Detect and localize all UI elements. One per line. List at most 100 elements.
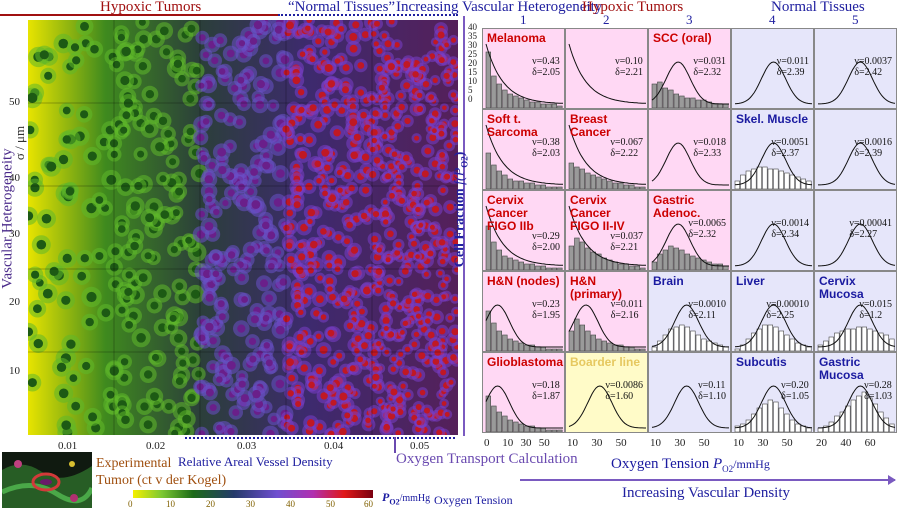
histogram-bar — [607, 180, 613, 189]
histogram-plot — [734, 385, 813, 432]
histogram-bar — [695, 334, 701, 351]
histogram-cell: Cervix Cancer FIGO II-IV ν=0.037 δ=2.21 — [565, 190, 648, 271]
nu-value: ν=0.00010 — [766, 299, 809, 310]
nu-value: ν=0.28 — [864, 380, 892, 391]
histogram-plot — [817, 385, 896, 432]
histogram-bar — [491, 75, 497, 108]
model-curve — [818, 61, 896, 105]
tissue-name: Cervix Cancer FIGO IIb — [487, 193, 534, 233]
fit-parameters: ν=0.067 δ=2.22 — [610, 137, 643, 159]
y-tick: 30 — [468, 40, 477, 50]
nu-value: ν=0.11 — [698, 380, 726, 391]
histogram-bar — [684, 253, 690, 270]
histogram-cell: H&N (nodes) ν=0.23 δ=1.95 — [482, 271, 565, 352]
histogram-bar — [662, 334, 668, 351]
histogram-bar — [789, 419, 795, 432]
normal-tissues-header: “Normal Tissues” — [288, 0, 396, 15]
histogram-plot — [485, 304, 563, 351]
histogram-bar — [657, 340, 663, 351]
histogram-bar — [557, 186, 563, 189]
hypoxic-tumors-right-header: Hypoxic Tumors — [582, 0, 684, 15]
histogram-bar — [834, 415, 840, 432]
nu-value: ν=0.0051 — [771, 137, 809, 148]
histogram-bar — [651, 261, 657, 270]
histogram-bar — [839, 411, 845, 432]
transport-bracket — [185, 437, 455, 439]
x-tick: 0.04 — [324, 440, 344, 452]
nu-value: ν=0.10 — [615, 56, 643, 67]
fit-parameters: ν=0.0010 δ=2.11 — [688, 299, 726, 321]
delta-value: δ=1.95 — [532, 310, 560, 321]
histogram-bar — [845, 328, 851, 351]
histogram-bar — [618, 182, 624, 189]
heterogeneity-header: Increasing Vascular Heterogeneity — [396, 0, 603, 15]
nu-value: ν=0.0014 — [771, 218, 809, 229]
histogram-bar — [756, 407, 762, 432]
histogram-cell: Cervix Cancer FIGO IIb ν=0.29 δ=2.00 — [482, 190, 565, 271]
histogram-bar — [601, 178, 607, 189]
x-tick: 50 — [615, 437, 627, 449]
histogram-bar — [485, 395, 491, 432]
histogram-cell: ν=0.11 δ=1.10 — [648, 352, 731, 433]
histogram-bar — [491, 322, 497, 351]
normal-bracket — [278, 14, 458, 16]
histogram-bar — [529, 344, 535, 351]
histogram-bar — [856, 326, 862, 351]
histogram-bar — [712, 263, 718, 270]
histogram-bar — [762, 166, 768, 189]
vascular-density-arrow — [520, 479, 895, 481]
histogram-bar — [585, 172, 591, 189]
histogram-bar — [518, 97, 524, 108]
y-tick: 15 — [468, 67, 477, 77]
histogram-bar — [651, 346, 657, 351]
histogram-plot — [485, 43, 563, 108]
histogram-bar — [889, 423, 895, 432]
fit-parameters: ν=0.0014 δ=2.34 — [771, 218, 809, 240]
tissue-name: Liver — [736, 274, 765, 288]
histogram-bar — [629, 265, 635, 270]
nu-value: ν=0.0037 — [854, 56, 892, 67]
delta-value: δ=1.10 — [698, 391, 726, 402]
delta-value: δ=2.11 — [688, 310, 716, 321]
fit-parameters: ν=0.011 δ=2.39 — [777, 56, 809, 78]
oxygen-tension-map — [28, 20, 458, 435]
histogram-cell: Cervix Mucosa ν=0.015 δ=1.2 — [814, 271, 897, 352]
histogram-bar — [618, 344, 624, 351]
histogram-bar — [535, 101, 541, 108]
delta-value: δ=2.34 — [771, 229, 800, 240]
histogram-bar — [557, 267, 563, 270]
x-tick: 30 — [757, 437, 769, 449]
x-tick: 0.03 — [237, 440, 257, 452]
delta-value: δ=1.05 — [781, 391, 809, 402]
nu-value: ν=0.031 — [693, 56, 726, 67]
histogram-bar — [529, 425, 535, 432]
tissue-name: Breast Cancer — [570, 112, 611, 139]
histogram-bar — [673, 326, 679, 351]
delta-value: δ=2.32 — [693, 67, 722, 78]
x-tick: 10 — [567, 437, 578, 449]
histogram-bar — [546, 186, 552, 189]
histogram-bar — [679, 324, 685, 351]
histogram-plot — [651, 223, 729, 270]
fit-parameters: ν=0.031 δ=2.32 — [693, 56, 726, 78]
tissue-name: Glioblastoma — [487, 355, 564, 369]
y-tick: 25 — [468, 49, 477, 59]
histogram-cell: SCC (oral) ν=0.031 δ=2.32 — [648, 28, 731, 109]
x-tick: 60 — [864, 437, 876, 449]
fit-parameters: ν=0.0065 δ=2.32 — [688, 218, 726, 240]
histogram-bar — [778, 170, 784, 189]
histogram-cell: Breast Cancer ν=0.067 δ=2.22 — [565, 109, 648, 190]
histogram-bar — [601, 257, 607, 270]
histogram-bar — [551, 186, 557, 189]
histogram-bar — [657, 81, 663, 108]
increasing-vascular-density-label: Increasing Vascular Density — [622, 485, 791, 501]
column-number: 1 — [520, 12, 527, 27]
fit-parameters: ν=0.0051 δ=2.37 — [771, 137, 809, 159]
histogram-plot — [568, 124, 646, 189]
fit-parameters: ν=0.23 δ=1.95 — [532, 299, 560, 321]
histogram-bar — [623, 346, 629, 351]
histogram-bar — [518, 180, 524, 189]
x-tick: 0.05 — [410, 440, 430, 452]
oxygen-transport-label: Oxygen Transport Calculation — [396, 451, 578, 467]
model-curve — [818, 304, 896, 348]
